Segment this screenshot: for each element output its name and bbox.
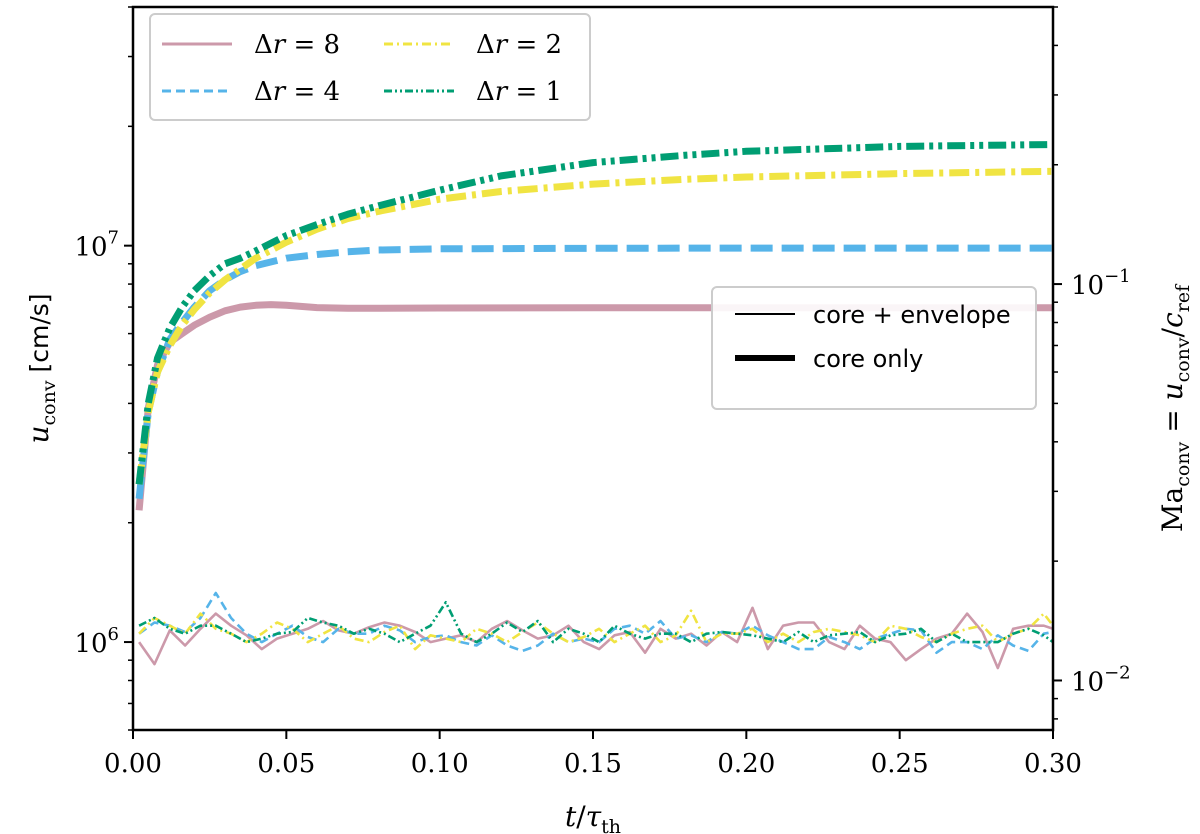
x-tick-label: 0.30 — [1024, 749, 1082, 779]
legend-style-label-thin: core + envelope — [813, 301, 1011, 329]
x-tick-label: 0.20 — [717, 749, 775, 779]
y-right-tick-label: 10−2 — [1071, 662, 1131, 697]
y-tick-label: 106 — [74, 624, 119, 659]
series-layer — [135, 141, 1053, 670]
legend-style-label-thick: core only — [813, 345, 923, 373]
x-tick-label: 0.05 — [257, 749, 315, 779]
x-axis-label: t/τth — [565, 800, 621, 834]
legend-label-dr8: Δr = 8 — [254, 30, 340, 60]
series-dr8-core-envelope — [138, 606, 1053, 670]
axes-layer: 0.00 0.05 0.10 0.15 0.20 0.25 0.30 106 107 10−2 10… — [22, 5, 1194, 834]
y-right-tick-label: 10−1 — [1071, 266, 1131, 301]
series-dr1-core-envelope — [138, 601, 1053, 644]
series-dr2-core-envelope — [138, 609, 1053, 651]
legend-label-dr4: Δr = 4 — [254, 77, 340, 107]
series-dr1-core-only — [135, 141, 1053, 485]
x-tick-label: 0.15 — [564, 749, 622, 779]
legend-style — [711, 286, 1037, 410]
x-tick-label: 0.00 — [104, 749, 162, 779]
x-tick-label: 0.25 — [871, 749, 929, 779]
y-tick-label: 107 — [74, 228, 119, 263]
y-axis-label: uconv [cm/s] — [22, 293, 60, 443]
legend-label-dr1: Δr = 1 — [476, 77, 562, 107]
legend-layer: Δr = 8 Δr = 4 Δr = 2 Δr = 1 core + envelope c… — [149, 13, 1037, 410]
legend-label-dr2: Δr = 2 — [476, 30, 562, 60]
series-dr2-core-only — [135, 167, 1053, 485]
y-right-axis-label: Maconv = uconv/cref — [1156, 283, 1194, 532]
legend-resolution — [149, 13, 591, 121]
x-tick-label: 0.10 — [411, 749, 469, 779]
